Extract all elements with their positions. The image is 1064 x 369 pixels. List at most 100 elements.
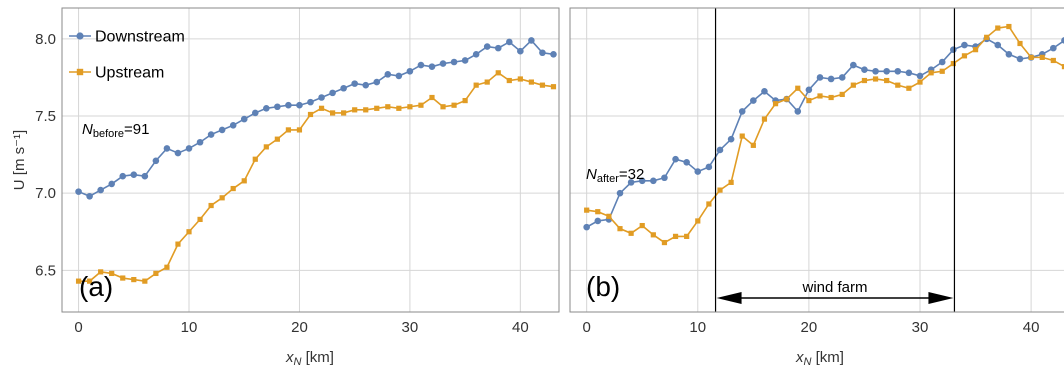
data-point-downstream [938,58,946,66]
x-axis-label-a-sub: N [294,356,302,368]
data-point-downstream [263,105,270,112]
data-point-upstream [1006,23,1012,30]
data-point-upstream [451,102,457,108]
data-point-upstream [795,85,801,91]
data-point-downstream [761,88,768,95]
data-point-downstream [961,41,968,49]
data-point-downstream [296,101,303,109]
data-point-upstream [650,232,656,238]
data-point-downstream [550,50,557,58]
data-point-downstream [229,121,237,129]
data-point-upstream [385,104,391,110]
x-axis-label-b-unit: [km] [811,349,844,366]
data-point-downstream [417,61,425,69]
data-point-upstream [329,110,336,116]
plot-frame-a [61,7,560,313]
data-point-downstream [207,131,215,138]
data-point-downstream [152,157,160,165]
data-point-downstream [75,188,82,195]
data-point-downstream [340,84,347,92]
data-point-upstream [850,82,856,88]
data-point-upstream [1017,40,1023,47]
data-point-upstream [995,25,1001,31]
data-point-upstream [772,101,779,107]
data-point-downstream [1005,50,1013,58]
data-point-upstream [784,96,790,102]
series-line-upstream [78,71,554,282]
y-tick-label: 6.5 [35,262,56,279]
data-point-downstream [362,81,370,89]
x-axis-label-a: xN [km] [285,349,334,368]
data-point-upstream [274,136,280,142]
data-point-upstream [506,77,512,84]
data-point-downstream [461,57,469,64]
data-point-upstream [75,278,82,284]
x-tick-label: 0 [74,319,82,336]
x-tick-label: 0 [582,319,590,336]
data-point-downstream [805,86,813,94]
data-point-downstream [861,66,868,74]
data-point-downstream [108,180,115,188]
data-point-downstream [506,38,513,46]
data-point-upstream [517,76,523,82]
data-point-upstream [895,82,901,88]
data-point-downstream [716,146,724,154]
data-point-upstream [186,229,192,235]
gridlines-b [570,8,1064,312]
data-point-downstream [97,186,104,194]
data-point-upstream [1061,64,1064,70]
gridlines-a [62,8,559,312]
data-point-downstream [916,72,924,80]
data-point-upstream [318,105,325,111]
data-point-upstream [528,79,534,85]
data-point-downstream [705,163,713,171]
data-point-downstream [517,47,524,55]
data-point-upstream [87,278,93,284]
y-tick-label: 8.0 [35,31,56,48]
data-point-upstream [839,91,845,98]
series-b [583,23,1064,246]
data-point-upstream [120,275,126,281]
data-point-upstream [252,156,258,162]
data-point-upstream [739,133,745,139]
data-point-downstream [838,74,846,81]
data-point-downstream [794,108,802,115]
data-point-upstream [396,105,402,111]
x-ticks-b: 0 10 20 30 40 [582,319,1039,336]
data-point-downstream [994,41,1002,49]
data-point-upstream [928,70,934,76]
data-point-downstream [174,149,182,157]
data-point-upstream [539,82,546,88]
data-point-downstream [373,78,381,86]
data-point-downstream [439,60,447,67]
x-tick-label: 30 [912,319,929,336]
legend-marker-upstream [76,68,84,76]
data-point-upstream [584,207,590,213]
data-point-upstream [684,233,690,239]
data-point-upstream [418,102,424,108]
data-point-downstream [119,172,127,180]
data-point-upstream [429,94,435,101]
data-point-downstream [329,89,336,97]
x-axis-label-a-main: x [285,349,294,366]
data-point-downstream [627,179,635,186]
data-point-upstream [550,84,557,90]
data-point-downstream [905,69,913,77]
data-point-downstream [307,98,314,106]
data-point-upstream [175,241,181,247]
data-point-upstream [484,79,490,85]
data-point-downstream [727,135,735,143]
data-point-upstream [495,70,501,76]
data-point-downstream [583,223,590,231]
n-after-annotation: Nafter=32 [586,166,644,185]
data-point-downstream [683,159,690,166]
data-point-upstream [142,278,148,284]
data-point-downstream [1016,55,1024,63]
data-point-upstream [628,230,634,236]
data-point-upstream [672,233,679,239]
x-tick-label: 10 [181,319,198,336]
data-point-upstream [241,178,247,184]
n-before-annotation: Nbefore=91 [82,121,150,140]
data-point-upstream [884,77,890,84]
data-point-downstream [384,71,392,78]
